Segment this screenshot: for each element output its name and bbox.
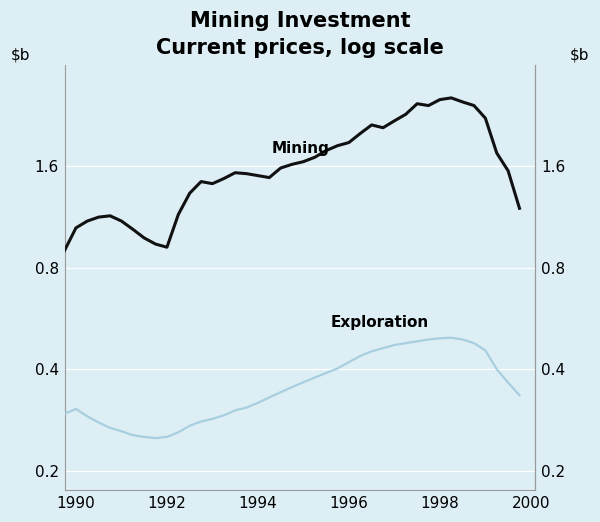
Text: $b: $b bbox=[570, 48, 590, 63]
Text: Exploration: Exploration bbox=[331, 315, 429, 329]
Title: Mining Investment
Current prices, log scale: Mining Investment Current prices, log sc… bbox=[156, 11, 444, 57]
Text: $b: $b bbox=[10, 48, 30, 63]
Text: Mining: Mining bbox=[272, 141, 329, 156]
